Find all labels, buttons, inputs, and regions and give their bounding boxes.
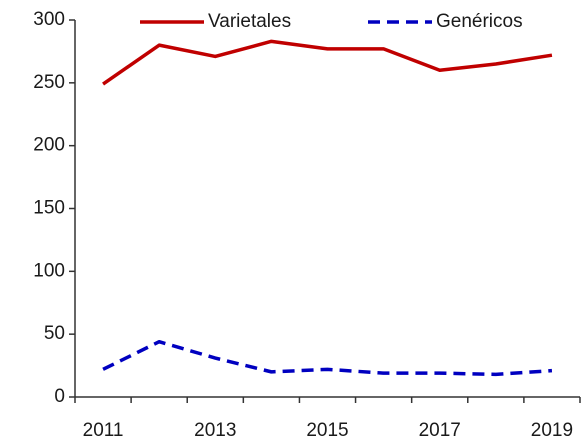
y-tick-label: 200: [33, 135, 65, 156]
y-tick-label: 300: [33, 9, 65, 30]
line-series: [102, 339, 553, 377]
line-series: [102, 39, 553, 86]
x-tick-label: 2013: [194, 420, 236, 441]
x-tick-label: 2017: [419, 420, 461, 441]
y-tick-label: 0: [54, 386, 65, 407]
x-tick-label: 2015: [306, 420, 348, 441]
y-tick-label: 150: [33, 198, 65, 219]
y-tick-label: 50: [44, 323, 65, 344]
legend-label: Genéricos: [436, 11, 523, 32]
y-tick-label: 250: [33, 72, 65, 93]
x-tick-label: 2019: [531, 420, 573, 441]
y-tick-label: 100: [33, 260, 65, 281]
x-tick-label: 2011: [83, 420, 124, 441]
legend-label: Varietales: [208, 11, 291, 32]
